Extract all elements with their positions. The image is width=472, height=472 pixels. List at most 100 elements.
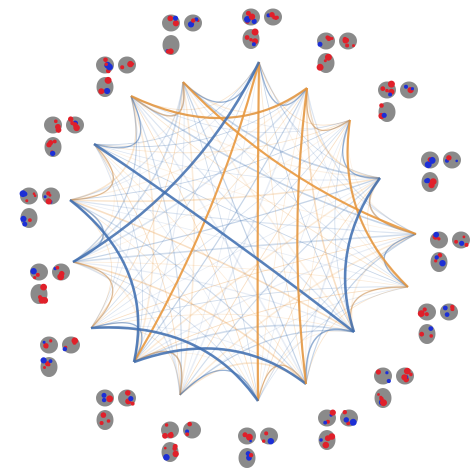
activation-spot: [45, 361, 51, 367]
weak-connection-edge: [258, 61, 417, 235]
weak-connection-edge: [305, 286, 409, 385]
weak-connection-edge: [69, 119, 351, 201]
weak-connection-edge: [179, 81, 195, 396]
activation-spot: [28, 218, 32, 223]
activation-spot: [106, 419, 111, 423]
activation-spot: [106, 63, 113, 71]
activation-spot: [167, 48, 174, 55]
weak-connection-edge: [72, 261, 259, 402]
activation-spot: [429, 178, 437, 186]
weak-connection-edge: [133, 81, 185, 363]
weak-connection-edge: [350, 233, 417, 333]
activation-spot: [428, 326, 434, 331]
weak-connection-edge: [133, 119, 351, 363]
weak-connection-edge: [72, 177, 381, 263]
activation-spot: [25, 199, 29, 203]
weak-connection-edge: [305, 119, 351, 385]
activation-spot: [106, 395, 114, 403]
activation-spot: [125, 390, 131, 396]
weak-connection-edge: [72, 261, 355, 333]
activation-spot: [244, 35, 250, 40]
activation-spot: [40, 357, 47, 364]
weak-connection-edge: [69, 95, 137, 201]
weak-connection-edge: [90, 61, 260, 329]
weak-connection-edge: [130, 95, 259, 402]
activation-spot: [167, 15, 174, 22]
activation-spot: [403, 367, 411, 375]
weak-connection-edge: [133, 233, 417, 363]
weak-connection-edge: [93, 81, 184, 147]
activation-spot: [439, 260, 446, 267]
activation-spot: [424, 312, 429, 317]
weak-connection-edge: [90, 286, 409, 329]
weak-connection-edge: [179, 369, 259, 402]
contour-edge: [342, 119, 381, 179]
weak-connection-edge: [90, 177, 381, 329]
weak-connection-edge: [93, 61, 260, 145]
activation-spot: [251, 28, 259, 36]
activation-spot: [249, 439, 252, 443]
activation-spot: [62, 346, 67, 352]
activation-spot: [324, 53, 332, 61]
strong-connection-edge: [130, 87, 308, 120]
weak-connection-edge: [257, 330, 355, 402]
activation-spot: [55, 127, 62, 133]
weak-connection-edge: [305, 233, 417, 385]
activation-spot: [375, 369, 381, 375]
weak-connection-edge: [179, 61, 260, 396]
weak-connection-edge: [69, 87, 308, 201]
activation-spot: [437, 252, 443, 258]
brain-thumbnail: [430, 231, 470, 272]
weak-connection-edge: [90, 119, 351, 329]
activation-spot: [57, 273, 65, 281]
weak-connection-edge: [93, 143, 181, 396]
activation-spot: [104, 87, 111, 95]
activation-spot: [68, 116, 74, 122]
activation-spot: [104, 62, 108, 66]
activation-spot: [55, 265, 60, 270]
contour-edge: [93, 95, 142, 149]
activation-spot: [54, 119, 58, 124]
weak-connection-edge: [130, 95, 355, 333]
activation-spot: [45, 198, 52, 205]
weak-connection-edge: [90, 143, 122, 329]
weak-connection-edge: [182, 81, 409, 288]
weak-connection-edge: [90, 81, 184, 329]
activation-spot: [187, 21, 195, 28]
activation-spot: [380, 399, 387, 407]
brain-thumbnail: [374, 367, 414, 408]
activation-spot: [46, 142, 52, 148]
activation-spot: [444, 312, 450, 317]
weak-connection-edge: [179, 329, 355, 396]
weak-connection-edge: [93, 119, 351, 154]
activation-spot: [379, 103, 384, 108]
activation-spot: [323, 420, 328, 425]
weak-edges-group: [69, 61, 417, 402]
weak-connection-edge: [258, 61, 308, 106]
brain-slice: [118, 56, 136, 74]
activation-spot: [422, 307, 427, 312]
brain-thumbnail: [318, 409, 358, 450]
strong-connection-edge: [69, 198, 140, 363]
activation-spot: [248, 13, 256, 20]
weak-connection-edge: [72, 81, 184, 263]
activation-spot: [329, 409, 336, 416]
activation-spot: [323, 59, 327, 63]
activation-spot: [43, 366, 46, 369]
brain-thumbnail: [316, 32, 357, 73]
weak-connection-edge: [90, 313, 355, 333]
activation-spot: [322, 441, 330, 449]
brain-thumbnails-group: [19, 8, 470, 468]
activation-spot: [169, 431, 173, 436]
activation-spot: [41, 297, 49, 304]
weak-connection-edge: [306, 87, 417, 235]
weak-connection-edge: [182, 81, 381, 179]
activation-spot: [385, 371, 389, 375]
weak-connection-edge: [69, 199, 417, 235]
activation-spot: [262, 439, 266, 443]
activation-spot: [267, 438, 274, 445]
weak-connection-edge: [306, 87, 409, 288]
activation-spot: [251, 42, 256, 47]
brain-thumbnail: [378, 80, 418, 122]
activation-spot: [50, 150, 56, 157]
